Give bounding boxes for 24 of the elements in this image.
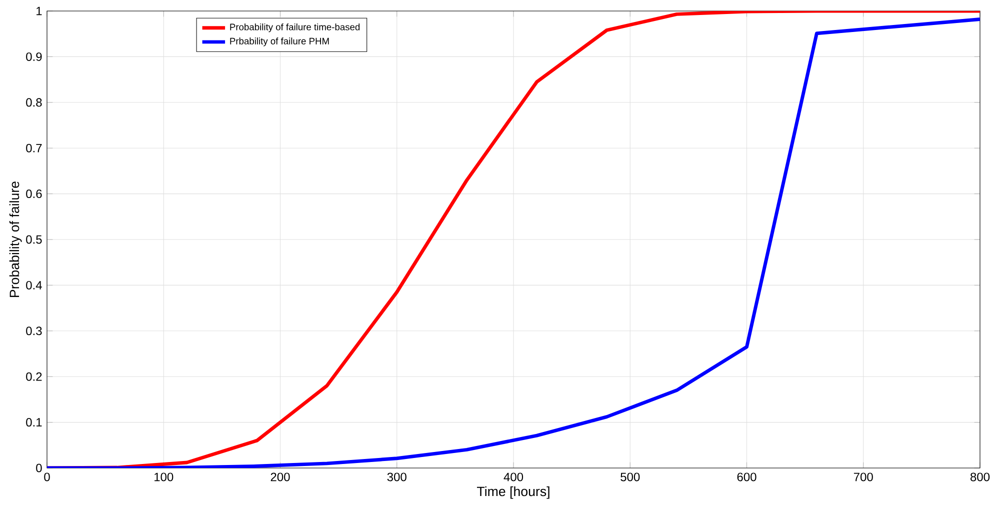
y-tick-label: 0 <box>36 464 42 472</box>
x-tick-label: 300 <box>387 472 406 482</box>
x-axis-title: Time [hours] <box>476 486 550 499</box>
legend-label: Probability of failure time-based <box>230 23 360 32</box>
legend-label: Prbability of failure PHM <box>230 38 329 46</box>
y-tick-label: 0.1 <box>26 418 42 427</box>
y-axis-title: Probability of failure <box>9 182 22 297</box>
x-tick-label: 500 <box>620 472 640 482</box>
y-tick-label: 0.9 <box>26 52 42 61</box>
y-tick-label: 0.7 <box>26 144 42 152</box>
y-tick-label: 0.6 <box>26 190 42 198</box>
y-tick-label: 0.4 <box>26 280 42 290</box>
x-tick-label: 600 <box>737 472 756 482</box>
x-tick-label: 100 <box>154 472 174 482</box>
y-tick-label: 0.3 <box>26 326 42 336</box>
y-tick-label: 0.8 <box>26 98 42 107</box>
y-tick-label: 0.5 <box>26 235 42 244</box>
y-tick-label: 0.2 <box>26 372 42 381</box>
y-tick-label: 1 <box>36 6 42 16</box>
x-tick-label: 400 <box>504 472 524 482</box>
x-tick-label: 800 <box>970 472 990 482</box>
x-tick-label: 0 <box>44 472 50 482</box>
x-tick-label: 700 <box>854 472 873 482</box>
x-tick-label: 200 <box>270 472 290 482</box>
